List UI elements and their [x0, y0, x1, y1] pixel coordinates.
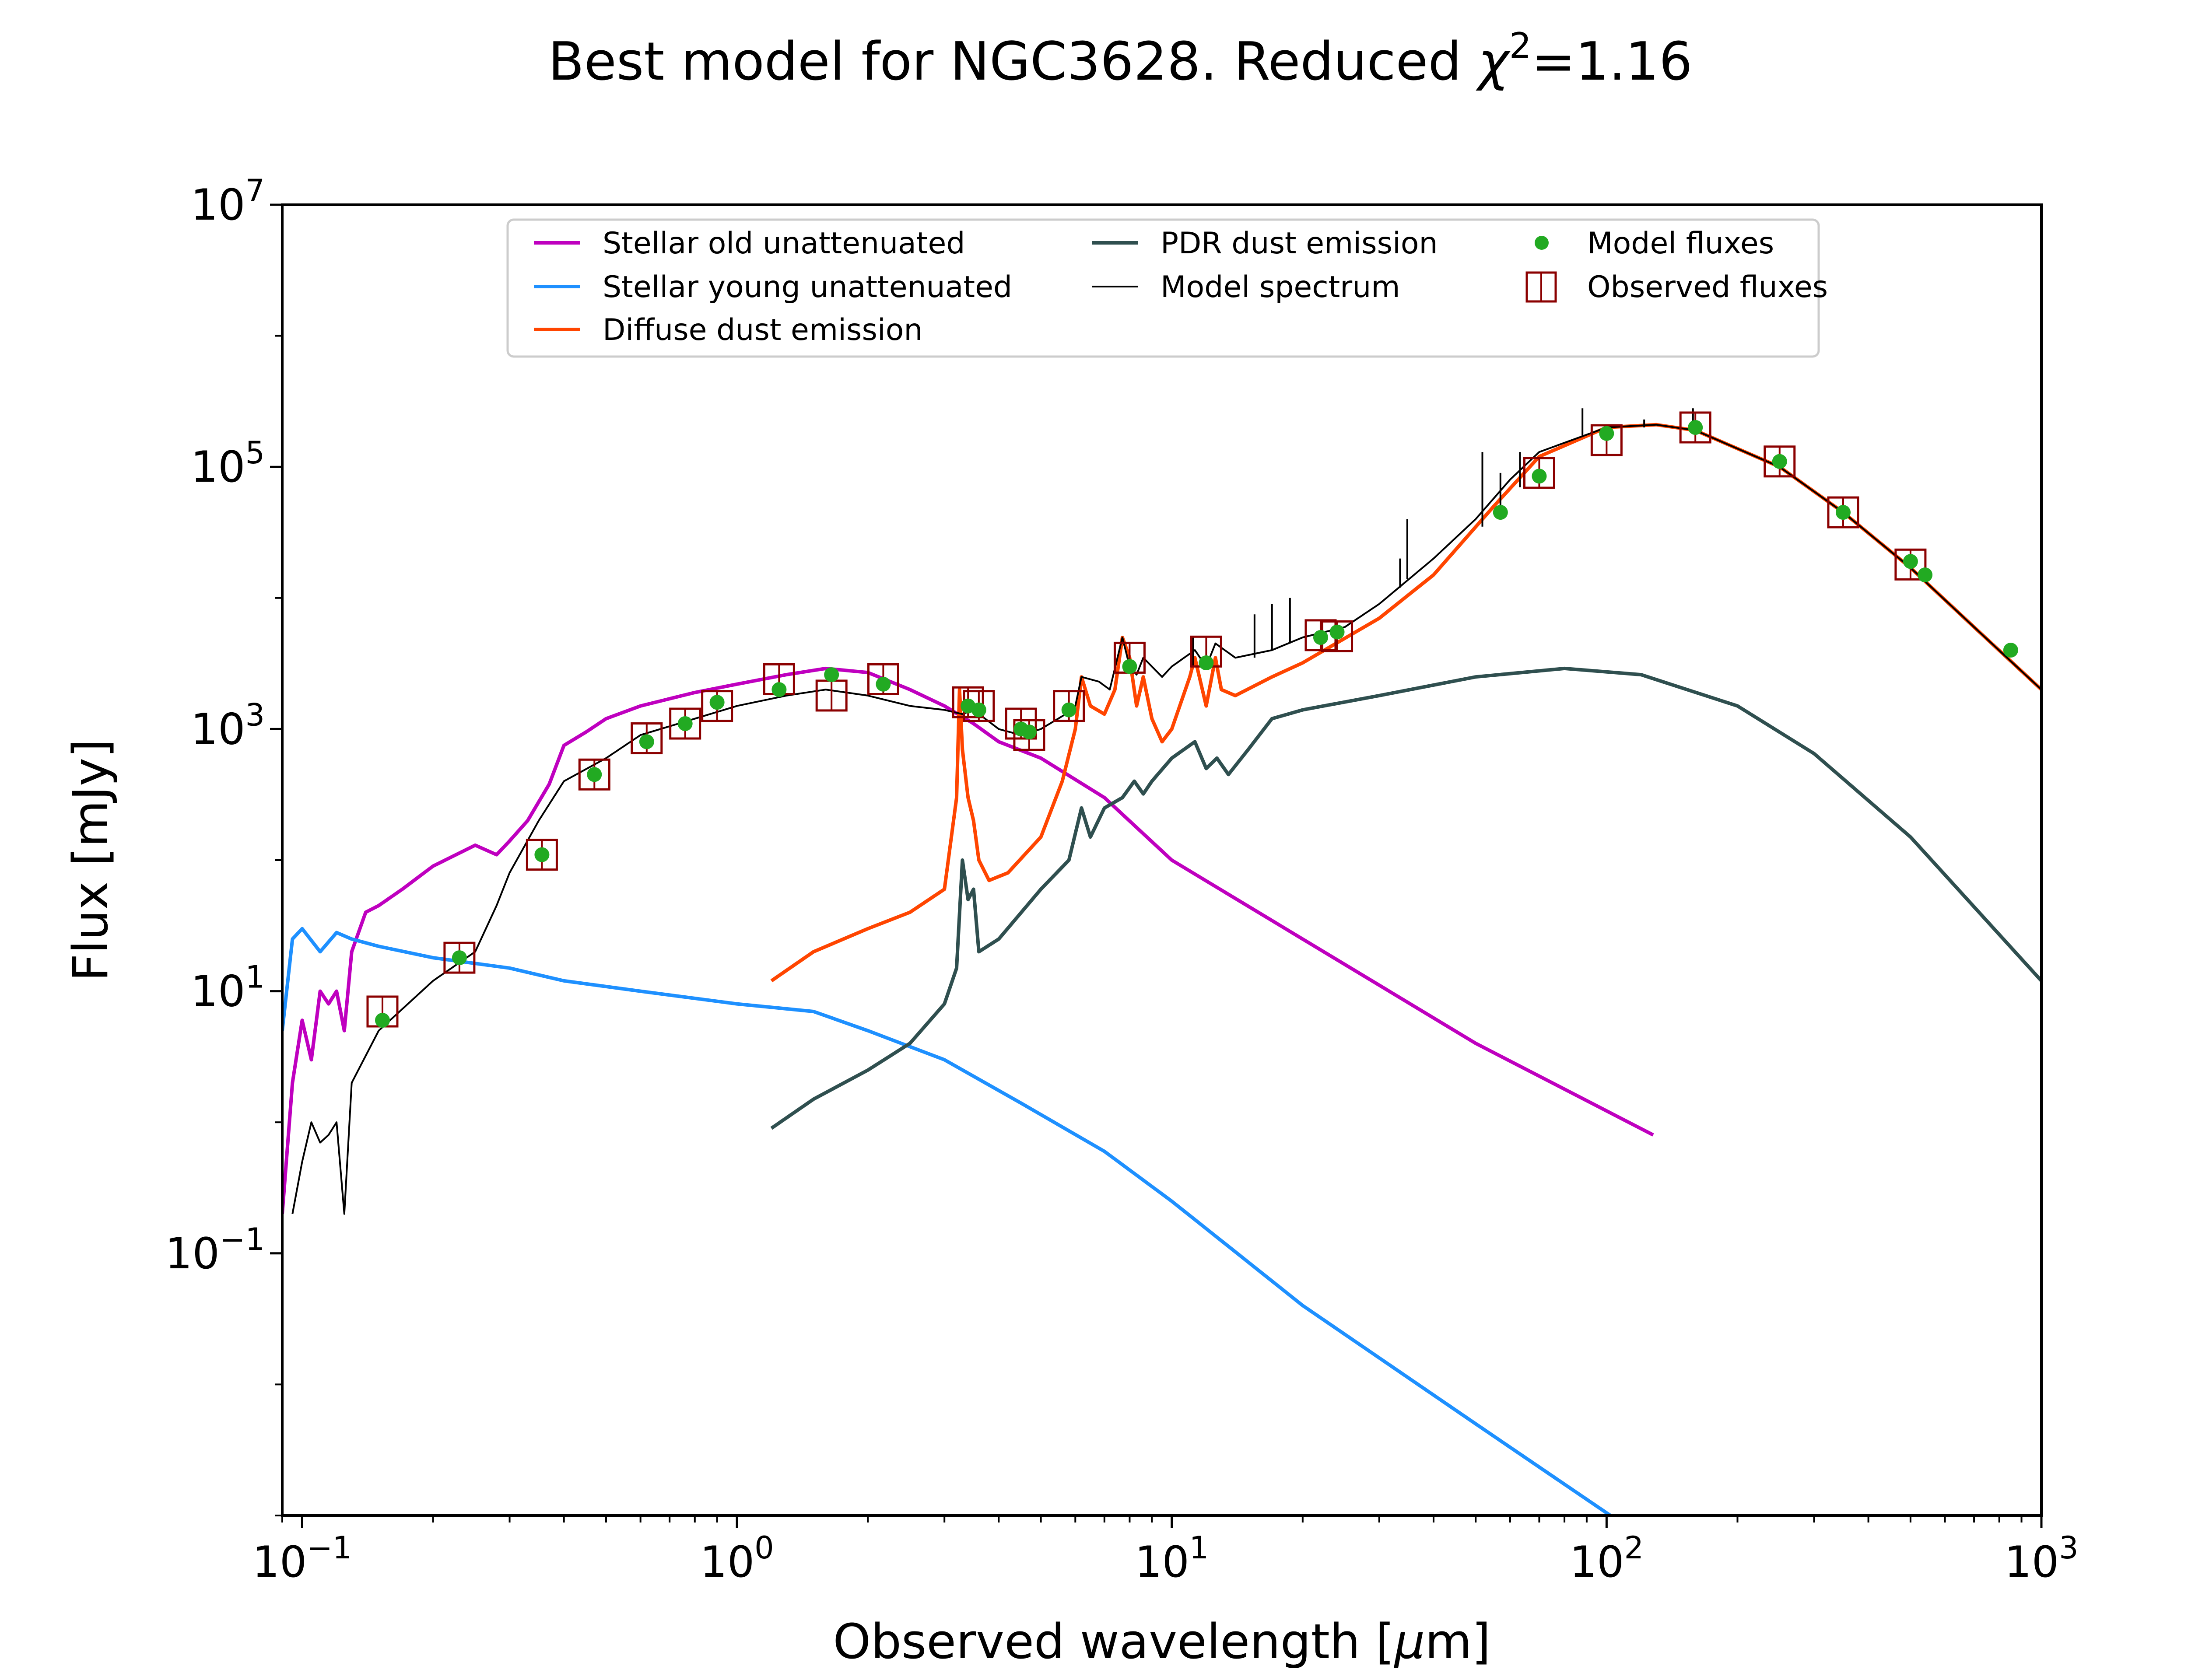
- model-flux-point: [824, 667, 839, 682]
- xlabel-suffix: m]: [1425, 1614, 1490, 1670]
- series-line-2: [770, 423, 2041, 983]
- series-line-1: [282, 927, 1614, 1516]
- x-tick-label: 100: [700, 1530, 774, 1587]
- legend-label: Stellar young unattenuated: [603, 270, 1012, 304]
- x-axis-label: Observed wavelength [μm]: [833, 1614, 1491, 1670]
- legend-label: Model fluxes: [1587, 226, 1774, 261]
- model-flux-point: [1061, 702, 1076, 718]
- model-flux-point: [452, 950, 467, 966]
- model-flux-point: [1903, 554, 1918, 569]
- x-tick-label: 103: [2004, 1530, 2078, 1587]
- legend-label: PDR dust emission: [1161, 226, 1438, 261]
- legend-label: Model spectrum: [1161, 270, 1400, 304]
- ticks-layer: 10−1 100 101 102 103 10−1 101 103 105 107: [165, 173, 2079, 1587]
- model-flux-point: [1599, 426, 1614, 441]
- title-prefix: Best model for NGC3628. Reduced: [548, 32, 1478, 92]
- model-flux-point: [1313, 630, 1328, 645]
- series-line-3: [770, 666, 2041, 1130]
- legend-label: Diffuse dust emission: [603, 313, 922, 347]
- title-suffix: =1.16: [1532, 32, 1693, 92]
- y-tick-label: 10−1: [165, 1222, 265, 1279]
- model-flux-point: [1835, 505, 1851, 520]
- model-flux-point: [1493, 505, 1508, 520]
- model-flux-point: [971, 702, 986, 718]
- y-tick-label: 105: [191, 435, 265, 492]
- legend-label: Observed fluxes: [1587, 270, 1828, 304]
- legend-label: Stellar old unattenuated: [603, 226, 965, 261]
- y-tick-label: 103: [191, 697, 265, 754]
- model-flux-point: [375, 1013, 390, 1028]
- y-axis-label: Flux [mJy]: [63, 739, 119, 981]
- legend-box: [506, 218, 1820, 358]
- x-tick-label: 101: [1135, 1530, 1209, 1587]
- model-flux-point: [677, 716, 693, 731]
- title-chi-symbol: χ: [1476, 32, 1511, 92]
- model-flux-point: [1021, 724, 1037, 740]
- model-flux-point: [876, 676, 891, 692]
- x-tick-label: 10−1: [252, 1530, 352, 1587]
- model-flux-point: [1199, 655, 1214, 671]
- model-flux-point: [1532, 469, 1547, 484]
- model-flux-point: [1122, 659, 1137, 674]
- y-tick-label: 101: [191, 959, 265, 1017]
- x-tick-label: 102: [1570, 1530, 1644, 1587]
- y-tick-label: 107: [191, 173, 265, 230]
- title-exponent: 2: [1509, 25, 1532, 66]
- model-flux-point: [2003, 643, 2018, 658]
- model-flux-point: [1772, 454, 1787, 469]
- chart-title: Best model for NGC3628. Reduced χ2=1.16: [548, 25, 1693, 92]
- model-flux-point: [1329, 624, 1345, 640]
- legend: Stellar old unattenuated Stellar young un…: [506, 218, 1828, 358]
- model-flux-point: [587, 767, 602, 782]
- model-flux-point: [1918, 567, 1933, 583]
- model-flux-point: [1688, 420, 1703, 435]
- xlabel-mu-symbol: μ: [1393, 1614, 1425, 1670]
- legend-swatch: [1535, 236, 1549, 250]
- model-flux-point: [639, 734, 654, 749]
- xlabel-prefix: Observed wavelength [: [833, 1614, 1395, 1670]
- model-flux-point: [771, 682, 787, 697]
- model-flux-point: [534, 847, 550, 862]
- markers-layer: [366, 411, 2018, 1028]
- series-line-0: [282, 666, 1654, 1214]
- legend-items: Stellar old unattenuated Stellar young un…: [534, 226, 1828, 347]
- series-layer: [282, 408, 2041, 1516]
- model-flux-point: [709, 695, 725, 710]
